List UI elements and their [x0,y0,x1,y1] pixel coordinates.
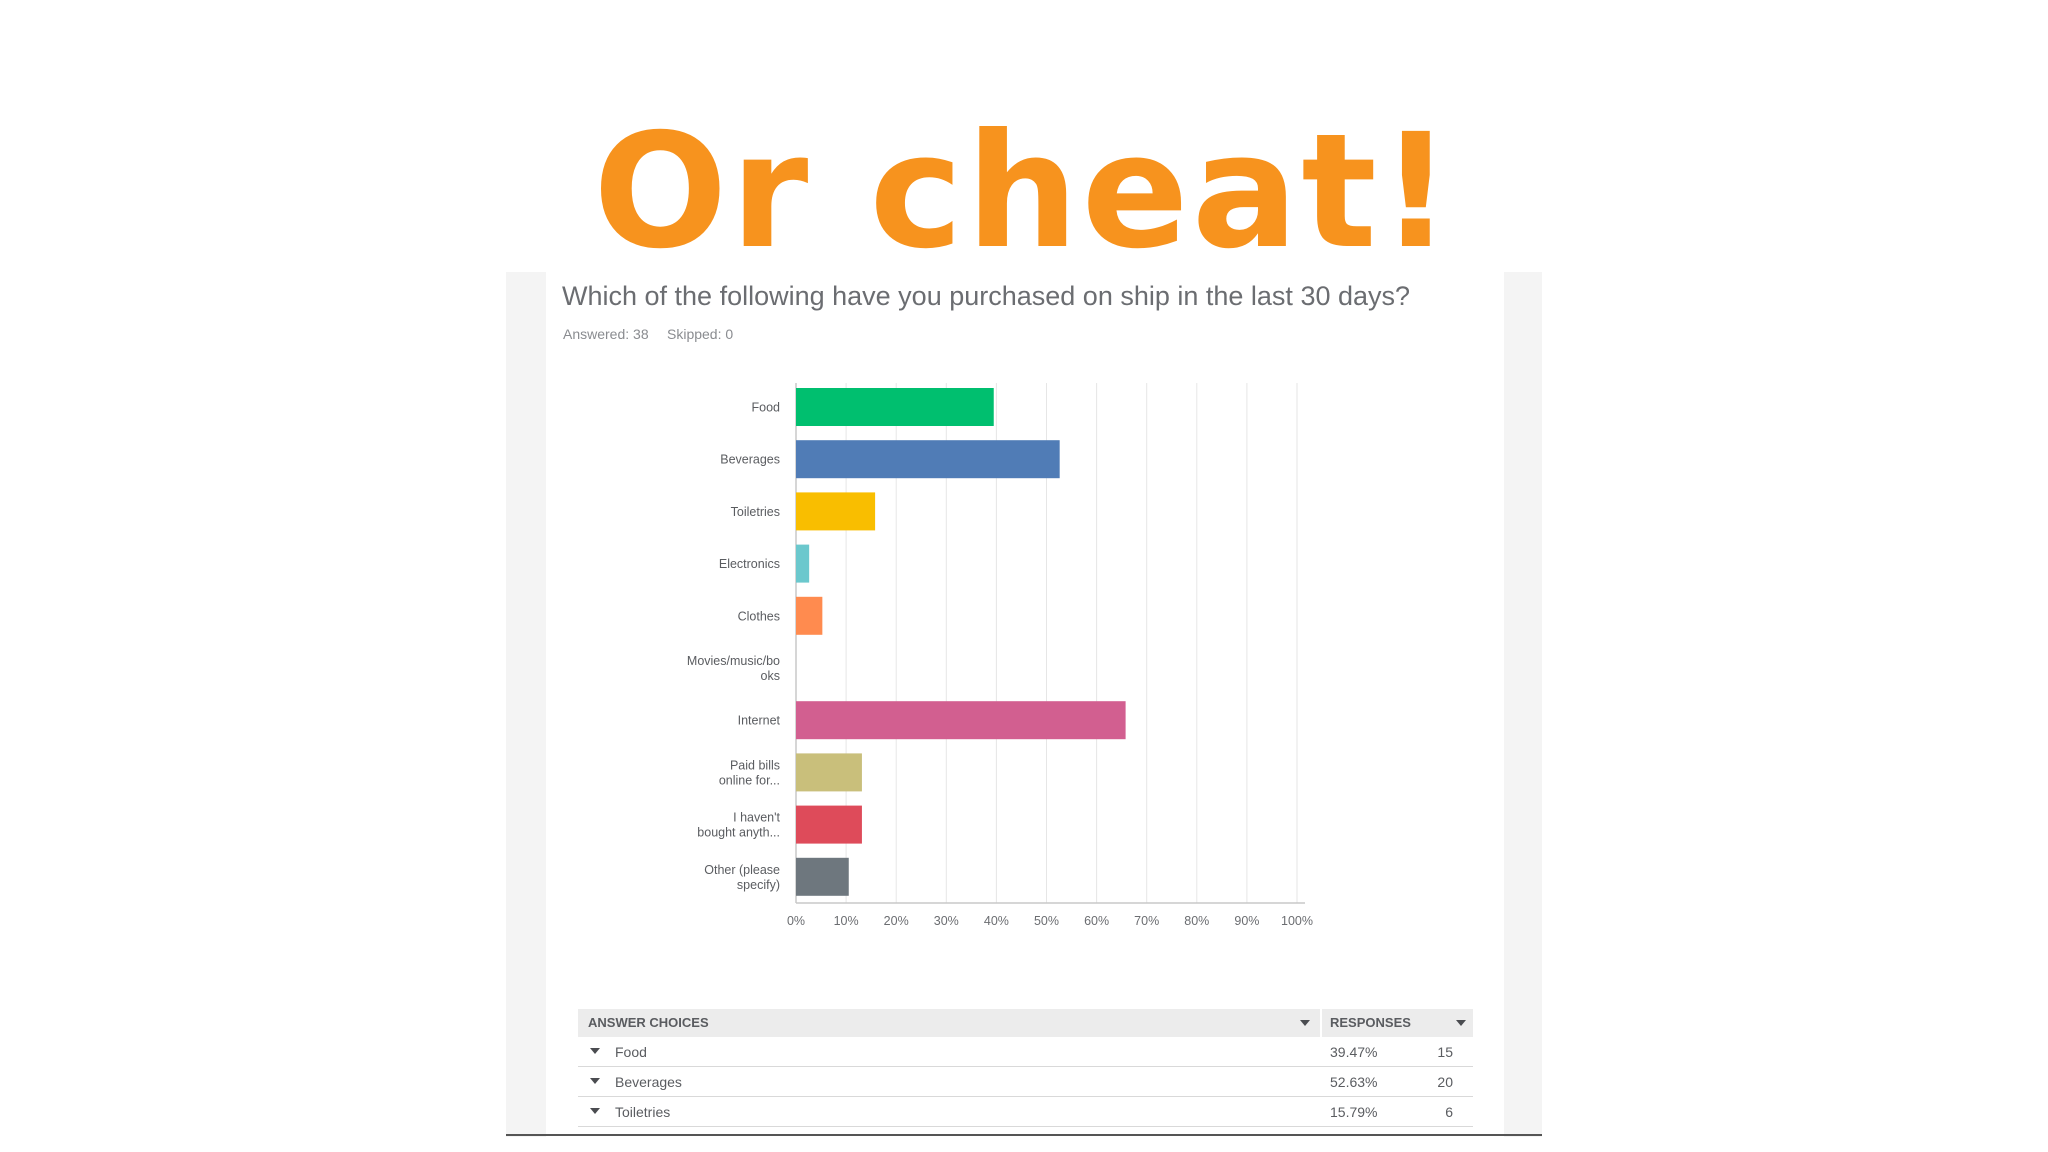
row-percent: 15.79% [1330,1104,1378,1120]
answer-table: ANSWER CHOICES RESPONSES Food 39.47% 15 … [578,1009,1473,1127]
answered-count: Answered: 38 [563,326,649,342]
bar [796,857,849,896]
answer-choices-header[interactable]: ANSWER CHOICES [588,1015,709,1030]
category-label: bought anyth... [697,826,780,840]
x-tick-label: 10% [834,914,859,928]
row-count: 20 [1437,1074,1453,1090]
x-tick-label: 80% [1184,914,1209,928]
bar [796,805,862,844]
row-label: Toiletries [615,1104,671,1120]
category-label: Toiletries [731,505,780,519]
category-label: Paid bills [730,758,780,772]
x-tick-label: 40% [984,914,1009,928]
table-row: Beverages 52.63% 20 [578,1067,1473,1097]
bar [796,544,810,583]
bar [796,388,994,426]
slide-title: Or cheat! [593,100,1455,284]
category-label: Food [752,401,781,415]
question-title: Which of the following have you purchase… [562,281,1411,311]
header-divider [1320,1009,1322,1037]
x-tick-label: 90% [1234,914,1259,928]
expand-caret-icon[interactable] [590,1078,600,1084]
x-tick-label: 100% [1281,914,1313,928]
bar [796,492,876,531]
sort-caret-icon[interactable] [1456,1020,1466,1026]
x-tick-label: 70% [1134,914,1159,928]
bar [796,701,1126,740]
slide-bottom-rule [506,1134,1542,1136]
row-percent: 52.63% [1330,1074,1378,1090]
category-label: Clothes [738,609,780,623]
category-label: Internet [738,714,781,728]
category-label: I haven't [733,811,780,825]
x-tick-label: 20% [884,914,909,928]
x-tick-label: 30% [934,914,959,928]
skipped-count: Skipped: 0 [667,326,734,342]
category-label: specify) [737,878,780,892]
table-header: ANSWER CHOICES RESPONSES [578,1009,1473,1037]
category-label: Electronics [719,557,780,571]
expand-caret-icon[interactable] [590,1048,600,1054]
x-tick-label: 0% [787,914,805,928]
row-percent: 39.47% [1330,1044,1378,1060]
category-label: oks [761,669,780,683]
table-row: Food 39.47% 15 [578,1037,1473,1067]
category-label: Beverages [720,453,780,467]
row-count: 6 [1445,1104,1453,1120]
x-tick-label: 60% [1084,914,1109,928]
sort-caret-icon[interactable] [1300,1020,1310,1026]
row-count: 15 [1437,1044,1453,1060]
x-tick-label: 50% [1034,914,1059,928]
category-label: online for... [719,773,780,787]
category-label: Other (please [704,863,780,877]
expand-caret-icon[interactable] [590,1108,600,1114]
category-label: Movies/music/bo [687,654,780,668]
row-label: Food [615,1044,647,1060]
bar [796,440,1060,479]
bar [796,596,823,635]
responses-header[interactable]: RESPONSES [1330,1015,1411,1030]
bar [796,753,862,792]
row-label: Beverages [615,1074,682,1090]
table-row: Toiletries 15.79% 6 [578,1097,1473,1127]
